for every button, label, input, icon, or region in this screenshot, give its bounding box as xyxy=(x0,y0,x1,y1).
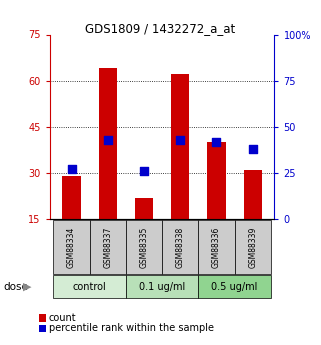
Bar xyxy=(235,220,271,274)
Text: percentile rank within the sample: percentile rank within the sample xyxy=(49,324,214,333)
Point xyxy=(214,139,219,144)
Text: dose: dose xyxy=(3,282,28,292)
Bar xyxy=(99,68,117,219)
Point xyxy=(178,137,183,142)
Bar xyxy=(53,220,90,274)
Bar xyxy=(162,220,198,274)
Point xyxy=(142,168,147,174)
Text: 0.1 ug/ml: 0.1 ug/ml xyxy=(139,282,185,292)
Bar xyxy=(198,275,271,298)
Bar xyxy=(63,176,81,219)
Point xyxy=(69,167,74,172)
Bar xyxy=(90,220,126,274)
Text: 0.5 ug/ml: 0.5 ug/ml xyxy=(212,282,258,292)
Text: GSM88337: GSM88337 xyxy=(103,226,112,268)
Text: GSM88338: GSM88338 xyxy=(176,226,185,268)
Text: ▶: ▶ xyxy=(23,282,31,292)
Text: GSM88335: GSM88335 xyxy=(140,226,149,268)
Point xyxy=(250,146,255,152)
Bar xyxy=(135,198,153,219)
Text: GSM88339: GSM88339 xyxy=(248,226,257,268)
Text: GDS1809 / 1432272_a_at: GDS1809 / 1432272_a_at xyxy=(85,22,236,36)
Bar xyxy=(53,275,126,298)
Text: GSM88334: GSM88334 xyxy=(67,226,76,268)
Bar xyxy=(244,170,262,219)
Bar xyxy=(207,142,226,219)
Point xyxy=(105,137,110,142)
Text: control: control xyxy=(73,282,107,292)
Bar xyxy=(171,75,189,219)
Text: GSM88336: GSM88336 xyxy=(212,226,221,268)
Bar xyxy=(126,275,198,298)
Bar xyxy=(126,220,162,274)
Text: count: count xyxy=(49,313,76,323)
Bar xyxy=(198,220,235,274)
